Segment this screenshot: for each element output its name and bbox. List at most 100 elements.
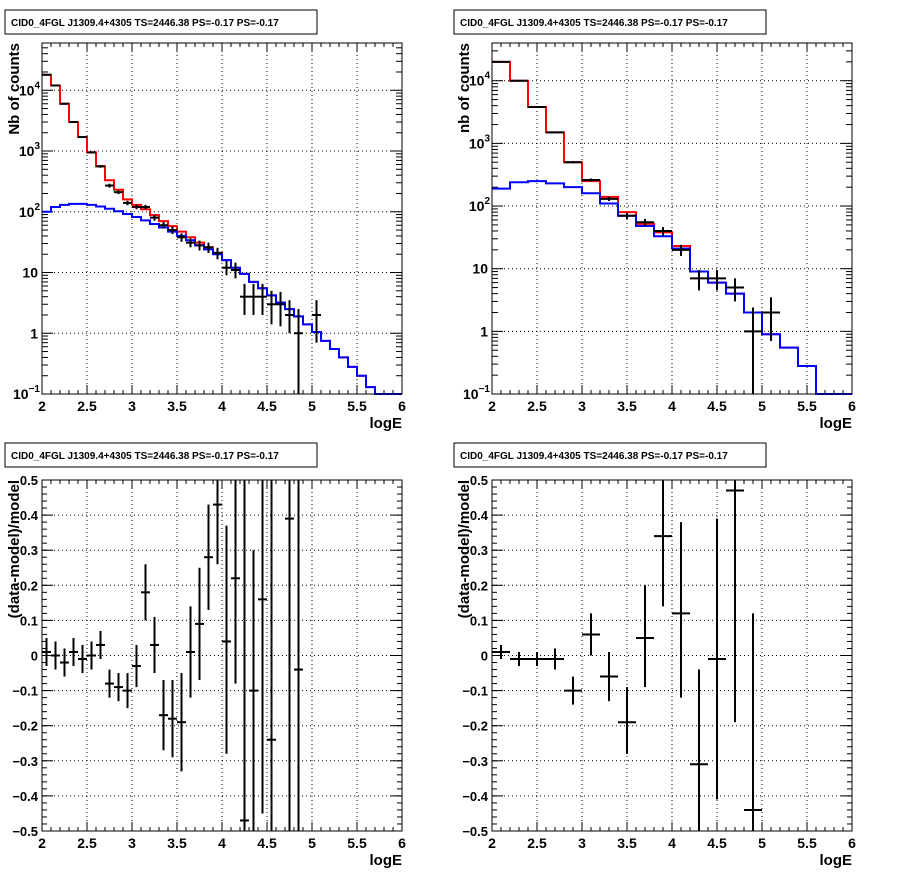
y-tick-label: 0.4 — [20, 508, 39, 523]
x-tick-label: 5.5 — [347, 835, 367, 851]
data-point — [123, 673, 132, 709]
data-point — [231, 262, 240, 279]
data-point — [168, 680, 177, 758]
data-point — [582, 178, 600, 182]
y-tick-label: 10−1 — [463, 384, 490, 402]
data-point — [78, 644, 87, 674]
data-point — [528, 106, 546, 109]
x-tick-label: 4 — [668, 835, 676, 851]
x-tick-label: 6 — [398, 398, 406, 414]
y-tick-label: 0.3 — [470, 543, 488, 558]
data-point — [618, 687, 636, 754]
data-point — [141, 204, 150, 210]
x-tick-label: 3 — [578, 835, 586, 851]
y-axis-label: nb of counts — [456, 43, 473, 133]
plot-frame — [491, 479, 853, 832]
data-point — [636, 219, 654, 227]
y-tick-label: 1 — [480, 323, 488, 339]
x-tick-label: 3.5 — [617, 398, 637, 414]
chart-title: CID0_4FGL J1309.4+4305 TS=2446.38 PS=-0.… — [460, 451, 728, 462]
data-point — [600, 196, 618, 202]
x-tick-label: 3.5 — [167, 835, 187, 851]
x-tick-label: 2.5 — [77, 398, 97, 414]
y-tick-label: −0.4 — [12, 789, 38, 804]
data-point — [267, 480, 276, 831]
data-point — [276, 291, 285, 327]
plot-frame — [491, 42, 853, 395]
y-tick-label: 103 — [19, 141, 41, 159]
x-tick-label: 4.5 — [707, 835, 727, 851]
x-tick-label: 6 — [398, 835, 406, 851]
data-point — [213, 247, 222, 260]
data-point — [222, 260, 231, 276]
data-point — [105, 669, 114, 698]
data-point — [726, 278, 744, 302]
x-tick-label: 4.5 — [257, 835, 277, 851]
y-tick-label: 10 — [22, 265, 38, 281]
data-point — [726, 480, 744, 723]
data-point — [195, 240, 204, 251]
data-point — [240, 480, 249, 831]
data-point — [69, 637, 78, 667]
data-point — [654, 480, 672, 607]
y-tick-label: 104 — [469, 71, 491, 89]
y-tick-label: 1 — [30, 325, 38, 341]
x-tick-label: 3 — [128, 835, 136, 851]
data-point — [672, 522, 690, 698]
data-point — [60, 648, 69, 677]
x-tick-label: 5 — [758, 398, 766, 414]
data-point — [744, 613, 762, 831]
data-point — [51, 641, 60, 670]
data-point — [312, 300, 321, 343]
data-point — [258, 283, 267, 315]
data-point — [204, 504, 213, 610]
data-point — [690, 270, 708, 291]
y-tick-label: 0.2 — [470, 578, 488, 593]
y-tick-label: 0.1 — [470, 613, 488, 628]
data-point — [96, 630, 105, 660]
y-axis-label: Nb of counts — [6, 43, 23, 135]
data-point — [294, 309, 303, 394]
data-point — [186, 238, 195, 248]
x-tick-label: 3 — [578, 398, 586, 414]
data-point — [762, 297, 780, 342]
chart-title-box — [4, 9, 318, 35]
data-point — [69, 121, 78, 124]
y-tick-label: −0.1 — [12, 684, 38, 699]
chart-panel-2: CID0_4FGL J1309.4+4305 TS=2446.38 PS=-0.… — [453, 9, 856, 432]
y-tick-label: 102 — [19, 202, 41, 220]
data-point — [132, 204, 141, 210]
x-tick-label: 4 — [668, 398, 676, 414]
y-tick-label: 10 — [472, 261, 488, 277]
y-tick-label: 102 — [469, 196, 491, 214]
data-point — [294, 480, 303, 831]
data-point — [204, 242, 213, 253]
x-tick-label: 5.5 — [797, 835, 817, 851]
data-point — [285, 480, 294, 831]
plot-frame — [41, 42, 403, 395]
y-tick-label: 0 — [481, 649, 488, 664]
y-tick-label: −0.1 — [462, 684, 488, 699]
data-point — [168, 226, 177, 235]
x-tick-label: 3.5 — [617, 835, 637, 851]
x-tick-label: 2 — [38, 835, 46, 851]
y-tick-label: −0.3 — [462, 754, 488, 769]
data-point — [618, 212, 636, 220]
x-tick-label: 2 — [488, 835, 496, 851]
data-point — [150, 616, 159, 674]
x-tick-label: 5 — [308, 398, 316, 414]
data-point — [744, 307, 762, 394]
data-point — [87, 641, 96, 670]
chart-title-box — [4, 442, 318, 468]
data-point — [510, 79, 528, 82]
data-point — [78, 136, 87, 139]
chart-title-box — [453, 9, 767, 35]
x-tick-label: 2 — [38, 398, 46, 414]
data-point — [51, 84, 60, 87]
data-point — [159, 221, 168, 229]
x-tick-label: 3 — [128, 398, 136, 414]
data-point — [42, 637, 51, 667]
data-point — [564, 676, 582, 705]
x-tick-label: 4 — [218, 398, 226, 414]
